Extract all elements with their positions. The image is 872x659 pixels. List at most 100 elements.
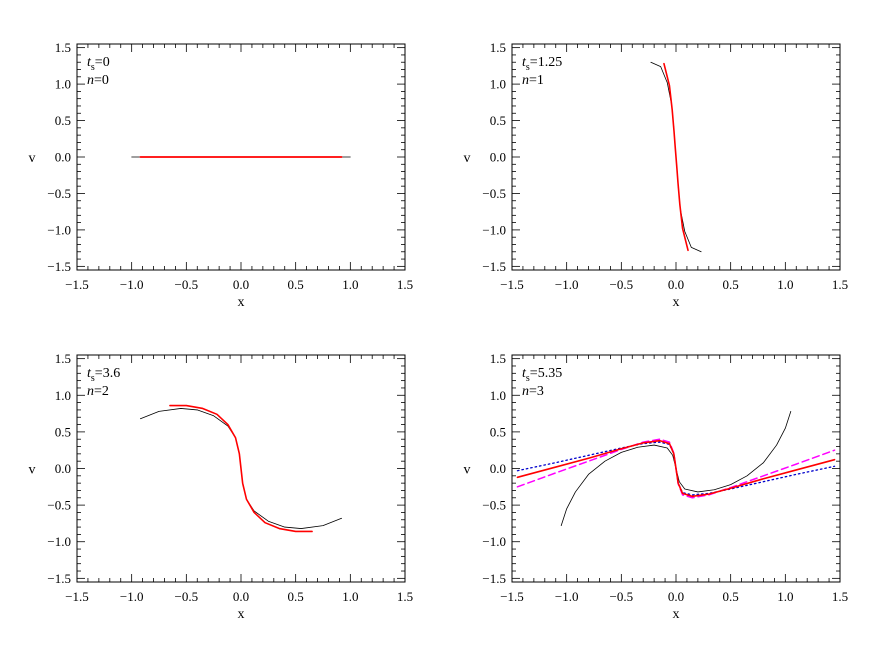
time-subscript: s: [526, 373, 530, 384]
y-tick-label: −0.5: [47, 498, 71, 513]
series-line-4: [516, 439, 836, 498]
y-tick-label: 0.0: [55, 461, 71, 476]
y-tick-label: −0.5: [482, 186, 506, 201]
x-tick-label: 0.0: [668, 589, 684, 604]
x-tick-label: −1.0: [555, 589, 579, 604]
time-symbol: t: [87, 366, 92, 381]
y-tick-label: 0.5: [55, 113, 71, 128]
time-annotation: ts=0: [87, 55, 110, 73]
n-annotation: n=0: [87, 73, 109, 88]
x-axis-label: x: [238, 295, 245, 310]
x-tick-label: 1.0: [777, 277, 793, 292]
y-tick-label: 1.0: [490, 388, 506, 403]
n-symbol: n: [87, 384, 94, 399]
x-tick-label: 1.0: [342, 277, 358, 292]
x-tick-label: 0.5: [723, 277, 739, 292]
x-tick-label: −0.5: [175, 589, 199, 604]
n-value: =1: [529, 73, 544, 88]
x-tick-label: −1.5: [65, 589, 89, 604]
x-axis-label: x: [673, 607, 680, 622]
x-tick-label: −0.5: [175, 277, 199, 292]
n-value: =3: [529, 384, 544, 399]
chart-panel-2: −1.5 −1.0 −0.5 0.0 0.5 1.0 1.5 1.5 1.0 0.5 0.0 −0.5…: [464, 40, 849, 310]
y-tick-label: 1.0: [490, 77, 506, 92]
y-tick-label: 0.0: [490, 461, 506, 476]
x-axis-label: x: [238, 607, 245, 622]
y-tick-label: −1.5: [482, 259, 506, 274]
x-tick-label: −1.0: [555, 277, 579, 292]
n-symbol: n: [87, 73, 94, 88]
n-symbol: n: [522, 384, 529, 399]
series-group: [650, 61, 702, 253]
y-tick-label: −1.5: [47, 571, 71, 586]
x-tick-label: 1.5: [397, 589, 413, 604]
y-tick-label: 1.0: [55, 77, 71, 92]
x-tick-label: 1.5: [832, 277, 848, 292]
y-tick-label: 1.0: [55, 388, 71, 403]
x-tick-label: 1.5: [832, 589, 848, 604]
y-tick-label: −1.0: [482, 222, 506, 237]
y-tick-label: −1.0: [47, 534, 71, 549]
y-tick-label: −1.0: [482, 534, 506, 549]
x-tick-label: 1.0: [777, 589, 793, 604]
x-axis-label: x: [673, 295, 680, 310]
y-tick-label: 0.5: [490, 113, 506, 128]
x-tick-label: 0.5: [288, 277, 304, 292]
time-value: =5.35: [530, 366, 562, 381]
time-symbol: t: [87, 55, 92, 70]
y-tick-label: 0.0: [490, 150, 506, 165]
x-tick-label: 0.0: [233, 589, 249, 604]
time-symbol: t: [522, 55, 527, 70]
series-group: [140, 404, 342, 533]
n-value: =2: [94, 384, 109, 399]
y-tick-label: −0.5: [482, 498, 506, 513]
x-tick-label: −1.5: [65, 277, 89, 292]
x-tick-label: 0.0: [233, 277, 249, 292]
y-axis-label: v: [464, 151, 471, 166]
x-tick-label: −0.5: [610, 589, 634, 604]
series-line-2: [169, 404, 313, 533]
n-value: =0: [94, 73, 109, 88]
y-tick-label: −0.5: [47, 186, 71, 201]
time-subscript: s: [91, 62, 95, 73]
x-tick-label: 0.5: [723, 589, 739, 604]
series-line-2: [663, 62, 689, 252]
time-value: =1.25: [530, 55, 562, 70]
y-tick-label: −1.5: [47, 259, 71, 274]
chart-panel-1: −1.5 −1.0 −0.5 0.0 0.5 1.0 1.5 1.5 1.0 0.5 0.0 −0.5…: [29, 40, 414, 310]
chart-panel-3: −1.5 −1.0 −0.5 0.0 0.5 1.0 1.5 1.5 1.0 0.5 0.0 −0.5…: [29, 351, 414, 622]
time-value: =3.6: [95, 366, 120, 381]
time-annotation: ts=3.6: [87, 366, 120, 384]
y-tick-label: 0.0: [55, 150, 71, 165]
y-tick-label: 1.5: [55, 351, 71, 366]
n-annotation: n=1: [522, 73, 544, 88]
x-tick-label: −1.5: [500, 589, 524, 604]
x-tick-label: 0.0: [668, 277, 684, 292]
time-symbol: t: [522, 366, 527, 381]
y-tick-label: −1.5: [482, 571, 506, 586]
time-annotation: ts=5.35: [522, 366, 562, 384]
time-subscript: s: [91, 373, 95, 384]
x-tick-label: −0.5: [610, 277, 634, 292]
y-axis-label: v: [29, 463, 36, 478]
y-tick-label: 1.5: [55, 40, 71, 55]
x-tick-label: 1.0: [342, 589, 358, 604]
n-annotation: n=2: [87, 384, 109, 399]
series-group: [516, 410, 836, 527]
y-tick-label: 1.5: [490, 40, 506, 55]
n-symbol: n: [522, 73, 529, 88]
y-tick-label: 1.5: [490, 351, 506, 366]
n-annotation: n=3: [522, 384, 544, 399]
x-tick-label: 0.5: [288, 589, 304, 604]
x-tick-label: −1.0: [120, 277, 144, 292]
y-axis-label: v: [29, 151, 36, 166]
chart-panel-4: −1.5 −1.0 −0.5 0.0 0.5 1.0 1.5 1.5 1.0 0.5 0.0 −0.5…: [464, 351, 849, 622]
y-tick-label: 0.5: [490, 424, 506, 439]
time-annotation: ts=1.25: [522, 55, 562, 73]
x-tick-label: −1.5: [500, 277, 524, 292]
time-subscript: s: [526, 62, 530, 73]
y-tick-label: 0.5: [55, 424, 71, 439]
x-tick-label: −1.0: [120, 589, 144, 604]
